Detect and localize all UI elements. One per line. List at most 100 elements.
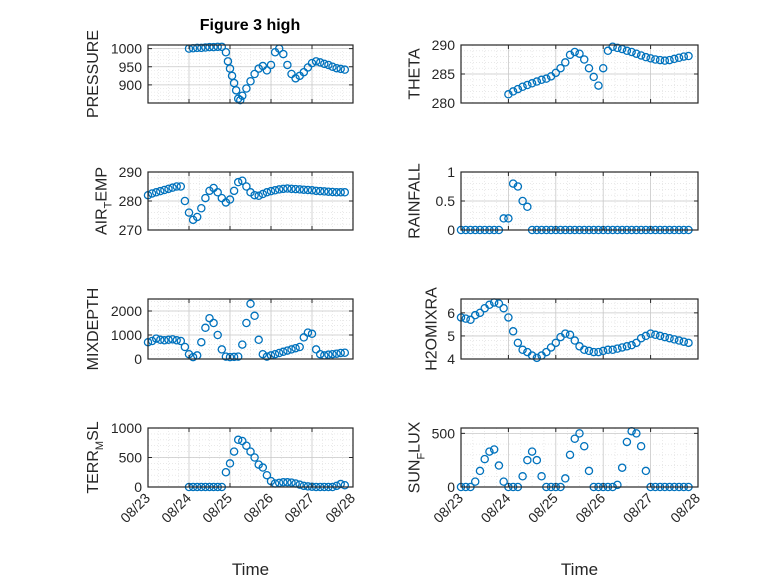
data-point (291, 184, 300, 194)
data-point (209, 42, 218, 52)
data-point (579, 345, 589, 355)
y-axis-label: TERRMSL (85, 421, 106, 493)
data-point (279, 347, 288, 357)
figure-title: Figure 3 high (200, 17, 300, 34)
data-point (233, 352, 243, 361)
data-point (518, 82, 527, 92)
data-point (205, 42, 214, 52)
y-axis-label: PRESSURE (85, 30, 102, 118)
data-point (303, 185, 313, 195)
data-point (160, 185, 169, 195)
data-point (532, 455, 542, 465)
data-point (324, 60, 333, 70)
data-point (537, 75, 546, 85)
data-point (151, 334, 161, 343)
y-tick-label: 5 (447, 328, 455, 344)
data-point (466, 315, 475, 325)
data-point (627, 340, 636, 350)
data-point (320, 59, 329, 69)
data-point (205, 313, 214, 323)
data-point (641, 331, 651, 341)
data-point (336, 479, 345, 489)
data-point (494, 461, 504, 470)
data-point (287, 478, 296, 487)
data-point (513, 182, 523, 191)
data-point (324, 350, 333, 359)
data-point (299, 481, 309, 491)
data-point (328, 349, 337, 359)
data-point (231, 86, 241, 95)
data-point (660, 56, 670, 65)
data-point (636, 441, 646, 451)
y-tick-label: 0 (447, 479, 455, 495)
data-point (340, 188, 350, 197)
data-point (527, 79, 537, 88)
data-point (221, 48, 231, 57)
data-point (242, 84, 251, 93)
data-point (274, 185, 284, 194)
data-point (475, 466, 485, 476)
data-point (197, 43, 206, 53)
y-tick-label: 1000 (111, 327, 142, 343)
data-point (613, 43, 622, 53)
data-point (250, 190, 259, 200)
y-tick-label: 0 (134, 479, 142, 495)
data-point (254, 191, 263, 201)
data-point (168, 335, 177, 344)
data-point (274, 348, 284, 358)
data-point (225, 352, 235, 362)
y-axis-label: RAINFALL (407, 163, 424, 239)
data-point (250, 69, 259, 79)
data-point (579, 55, 589, 64)
data-point (176, 336, 186, 346)
data-point (242, 318, 251, 328)
data-point (542, 347, 551, 357)
y-tick-label: 0.5 (436, 193, 456, 209)
data-point (480, 454, 489, 464)
data-point (499, 303, 508, 313)
data-point (184, 208, 194, 217)
data-point (233, 177, 243, 187)
data-point (262, 470, 272, 480)
data-point (570, 434, 580, 443)
data-point (307, 186, 317, 195)
y-axis-label: AIRTEMP (94, 167, 115, 235)
data-point (328, 187, 337, 197)
data-point (622, 342, 632, 351)
data-point (670, 54, 679, 64)
data-point (328, 62, 337, 72)
data-point (665, 333, 674, 343)
y-tick-label: 270 (119, 222, 143, 238)
data-point (336, 348, 345, 358)
data-point (499, 477, 508, 486)
data-point (283, 60, 292, 70)
y-axis-label: THETA (407, 48, 424, 100)
x-axis-label: Time (232, 560, 269, 579)
data-point (336, 64, 345, 74)
data-point (584, 63, 594, 73)
data-point (201, 43, 210, 52)
data-point (238, 340, 247, 349)
data-point (632, 429, 641, 438)
data-point (608, 345, 617, 355)
data-point (589, 347, 598, 357)
data-point (523, 202, 532, 212)
data-point (258, 189, 268, 199)
data-point (575, 49, 584, 58)
data-point (523, 455, 532, 465)
data-point (242, 182, 251, 191)
data-point (192, 43, 202, 53)
data-point (475, 308, 485, 318)
data-point (579, 441, 589, 451)
data-point (679, 337, 689, 346)
data-point (156, 335, 165, 345)
data-point (489, 445, 499, 454)
data-point (324, 187, 333, 196)
data-point (287, 345, 296, 354)
y-axis-label: H2OMIXRA (424, 287, 441, 371)
data-point (315, 58, 325, 67)
data-point (589, 72, 598, 82)
data-point (332, 188, 341, 197)
data-point (176, 182, 186, 191)
data-point (636, 333, 646, 343)
